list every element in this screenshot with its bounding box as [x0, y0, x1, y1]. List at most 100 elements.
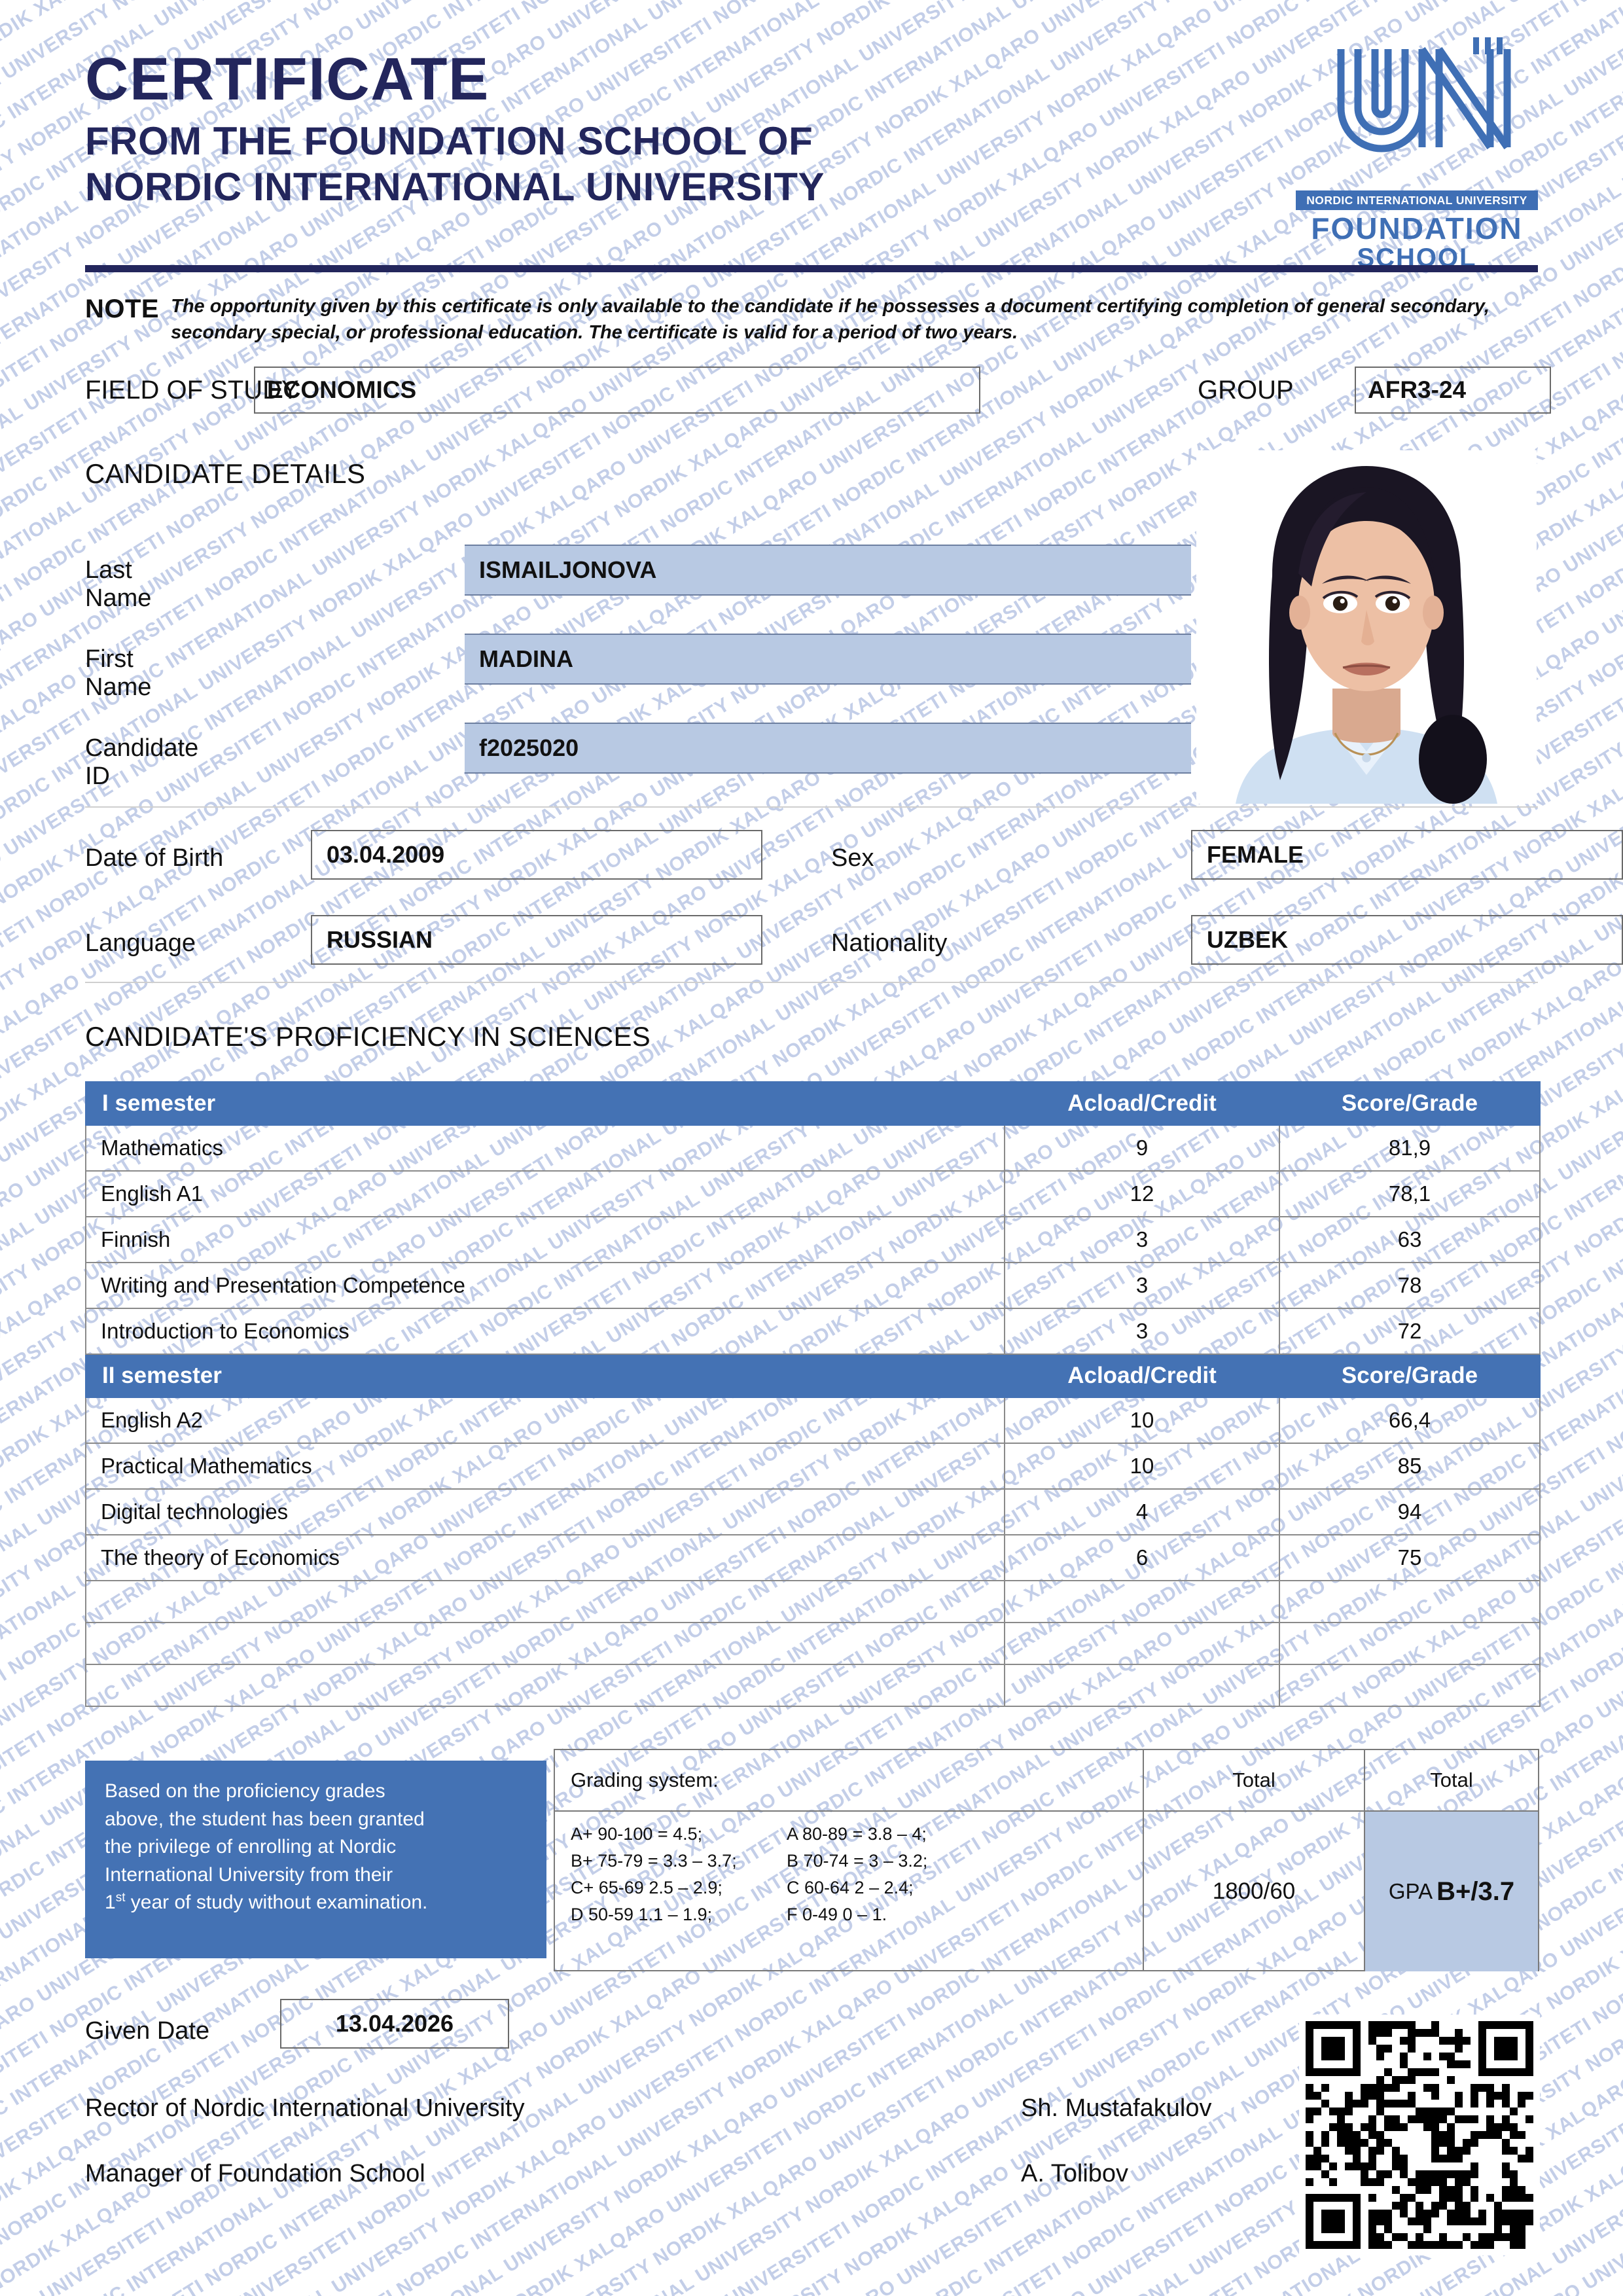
header-subtitle-line2: NORDIC INTERNATIONAL UNIVERSITY	[85, 164, 825, 209]
note-label: NOTE	[85, 295, 160, 323]
grading-item: B 70-74 = 3 – 3.2;	[787, 1851, 928, 1871]
gpa-total-label: Total	[1365, 1750, 1538, 1812]
last-name-label: Last Name	[85, 556, 152, 612]
sex-value[interactable]: FEMALE	[1191, 830, 1623, 880]
privilege-ordinal-suffix: st	[115, 1891, 126, 1905]
total-value: 1800/60	[1212, 1878, 1296, 1904]
column-header-score: Score/Grade	[1279, 1081, 1541, 1126]
candidate-details-title: CANDIDATE DETAILS	[85, 458, 366, 489]
last-name-value[interactable]: ISMAILJONOVA	[465, 545, 1191, 596]
table-row: English A2 10 66,4	[85, 1397, 1541, 1444]
table-row	[85, 1664, 1541, 1707]
table-row: Mathematics 9 81,9	[85, 1124, 1541, 1172]
grading-item: A+ 90-100 = 4.5;	[571, 1824, 703, 1844]
qr-code-icon	[1306, 2021, 1533, 2249]
privilege-statement: Based on the proficiency grades above, t…	[85, 1761, 546, 1958]
grading-system-box: Grading system: A+ 90-100 = 4.5; B+ 75-7…	[554, 1749, 1144, 1971]
uni-monogram-icon	[1337, 37, 1511, 152]
subject-score: 66,4	[1279, 1397, 1541, 1444]
portrait-photo-graphic	[1196, 450, 1537, 804]
semester-header-row: II semester Acload/Credit Score/Grade	[85, 1354, 1541, 1398]
gpa-label: GPA	[1388, 1879, 1433, 1903]
proficiency-table: I semester Acload/Credit Score/Grade Mathem…	[85, 1081, 1541, 1707]
sex-label: Sex	[831, 844, 874, 872]
header-divider	[85, 265, 1538, 272]
subject-credit	[1004, 1622, 1280, 1665]
privilege-line-4: International University from their	[105, 1863, 393, 1886]
grading-system-title: Grading system:	[555, 1750, 1143, 1812]
group-value[interactable]: AFR3-24	[1355, 367, 1551, 414]
total-label: Total	[1144, 1750, 1364, 1812]
rector-name: Sh. Mustafakulov	[1021, 2094, 1212, 2122]
subject-score: 78	[1279, 1262, 1541, 1309]
given-date-value[interactable]: 13.04.2026	[280, 1999, 509, 2049]
subject-name	[85, 1580, 1005, 1623]
language-label: Language	[85, 929, 196, 957]
subject-credit: 10	[1004, 1397, 1280, 1444]
subject-credit	[1004, 1580, 1280, 1623]
date-of-birth-value[interactable]: 03.04.2009	[311, 830, 762, 880]
grading-item: B+ 75-79 = 3.3 – 3.7;	[571, 1851, 737, 1871]
summary-strip: Based on the proficiency grades above, t…	[85, 1749, 1539, 1971]
subject-name	[85, 1664, 1005, 1707]
subject-score	[1279, 1664, 1541, 1707]
subject-credit	[1004, 1664, 1280, 1707]
subject-score: 72	[1279, 1308, 1541, 1355]
field-of-study-row: FIELD OF STUDY ECONOMICS GROUP AFR3-24	[85, 367, 1551, 414]
subject-name: Practical Mathematics	[85, 1443, 1005, 1490]
table-row: The theory of Economics 6 75	[85, 1534, 1541, 1581]
note-text: The opportunity given by this certificat…	[171, 296, 1490, 344]
subject-score	[1279, 1580, 1541, 1623]
table-row	[85, 1622, 1541, 1665]
subject-score: 63	[1279, 1216, 1541, 1263]
gpa-value-cell: GPA B+/3.7	[1365, 1812, 1538, 1971]
grading-item: F 0-49 0 – 1.	[787, 1905, 887, 1925]
manager-name: A. Tolibov	[1021, 2160, 1129, 2187]
subject-credit: 3	[1004, 1216, 1280, 1263]
subject-name: The theory of Economics	[85, 1534, 1005, 1581]
logo-band-text: NORDIC INTERNATIONAL UNIVERSITY	[1296, 190, 1538, 210]
section-divider-2	[85, 982, 1538, 983]
university-logo: NORDIC INTERNATIONAL UNIVERSITY FOUNDATI…	[1296, 37, 1538, 272]
column-header-score: Score/Grade	[1279, 1354, 1541, 1398]
candidate-id-value[interactable]: f2025020	[465, 723, 1191, 774]
group-label: GROUP	[1198, 376, 1294, 404]
grading-item: A 80-89 = 3.8 – 4;	[787, 1824, 927, 1844]
total-credits-box: Total 1800/60	[1144, 1749, 1365, 1971]
subject-name: English A2	[85, 1397, 1005, 1444]
logo-foundation-text: FOUNDATION	[1311, 211, 1523, 245]
grading-column-right: A 80-89 = 3.8 – 4; B 70-74 = 3 – 3.2; C …	[787, 1821, 1003, 1928]
subject-score: 75	[1279, 1534, 1541, 1581]
proficiency-title: CANDIDATE'S PROFICIENCY IN SCIENCES	[85, 1021, 651, 1052]
gpa-value: B+/3.7	[1436, 1876, 1515, 1906]
table-row: Writing and Presentation Competence 3 78	[85, 1262, 1541, 1309]
column-header-credit: Acload/Credit	[1004, 1354, 1280, 1398]
subject-credit: 12	[1004, 1170, 1280, 1217]
table-row	[85, 1580, 1541, 1623]
subject-credit: 3	[1004, 1308, 1280, 1355]
table-row: Introduction to Economics 3 72	[85, 1308, 1541, 1355]
grading-item: C+ 65-69 2.5 – 2.9;	[571, 1878, 722, 1898]
table-row: Practical Mathematics 10 85	[85, 1443, 1541, 1490]
first-name-label: First Name	[85, 645, 152, 701]
language-value[interactable]: RUSSIAN	[311, 915, 762, 965]
candidate-photo	[1196, 450, 1537, 804]
privilege-line-5-year: 1	[105, 1892, 116, 1914]
gpa-box: Total GPA B+/3.7	[1365, 1749, 1539, 1971]
field-of-study-label: FIELD OF STUDY	[85, 376, 299, 404]
subject-name	[85, 1622, 1005, 1665]
subject-score	[1279, 1622, 1541, 1665]
page-title: CERTIFICATE	[85, 46, 490, 113]
subject-name: Writing and Presentation Competence	[85, 1262, 1005, 1309]
grading-column-left: A+ 90-100 = 4.5; B+ 75-79 = 3.3 – 3.7; C…	[571, 1821, 787, 1928]
field-of-study-value[interactable]: ECONOMICS	[254, 367, 980, 414]
subject-credit: 6	[1004, 1534, 1280, 1581]
note-block: NOTE The opportunity given by this certi…	[85, 293, 1541, 346]
first-name-value[interactable]: MADINA	[465, 634, 1191, 685]
semester-name: II semester	[85, 1354, 1005, 1398]
column-header-credit: Acload/Credit	[1004, 1081, 1280, 1126]
verification-qr-code[interactable]	[1299, 2015, 1540, 2255]
subject-credit: 4	[1004, 1488, 1280, 1535]
nationality-value[interactable]: UZBEK	[1191, 915, 1623, 965]
section-divider-1	[85, 806, 1538, 808]
